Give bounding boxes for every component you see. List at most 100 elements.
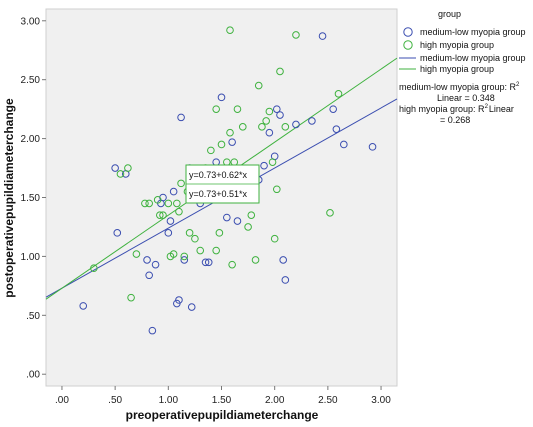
- point-high: [159, 211, 167, 219]
- point-high: [226, 128, 234, 137]
- legend-entry-high: high myopia group: [420, 40, 494, 50]
- point-high: [233, 105, 242, 113]
- point-medium-low: [175, 296, 183, 304]
- point-high: [153, 196, 162, 204]
- legend-entry-medium-low: medium-low myopia group: [420, 27, 526, 37]
- point-high: [238, 123, 247, 131]
- point-medium-low: [187, 303, 196, 311]
- legend-fit-medium-low: medium-low myopia group: [420, 53, 526, 63]
- legend: group medium-low myopia group high myopi…: [399, 9, 526, 125]
- point-high: [175, 207, 183, 216]
- y-tick-label: 1.50: [21, 193, 41, 204]
- x-tick-label: 3.00: [371, 395, 391, 406]
- point-high: [247, 211, 256, 219]
- point-high: [281, 123, 290, 131]
- x-tick-label: 2.00: [265, 395, 285, 406]
- equation-high-myopia: y=0.73+0.62*x: [189, 170, 248, 180]
- point-high: [169, 250, 178, 258]
- point-high: [217, 140, 226, 149]
- point-high: [207, 146, 215, 155]
- equation-medium-low-myopia: y=0.73+0.51*x: [189, 189, 248, 199]
- point-medium-low: [318, 32, 327, 40]
- point-medium-low: [164, 229, 173, 237]
- point-high: [90, 264, 98, 272]
- point-medium-low: [340, 140, 348, 149]
- legend-r2-medium-low: medium-low myopia group: R2: [399, 82, 520, 92]
- point-medium-low: [260, 161, 268, 170]
- point-medium-low: [180, 256, 189, 264]
- point-high: [244, 223, 252, 231]
- point-medium-low: [145, 271, 153, 280]
- point-high: [265, 107, 274, 116]
- legend-r2-high-sup: 2: [485, 104, 489, 110]
- point-high: [254, 81, 263, 90]
- legend-r2-high-linear: Linear: [489, 104, 514, 114]
- point-high: [212, 105, 220, 113]
- point-medium-low: [151, 260, 160, 269]
- point-high: [251, 256, 260, 264]
- point-medium-low: [281, 276, 290, 284]
- point-medium-low: [204, 258, 213, 267]
- legend-r2-high: high myopia group: R2Linear: [399, 104, 514, 114]
- point-high: [226, 26, 234, 35]
- legend-fit-high: high myopia group: [420, 64, 494, 74]
- point-high: [292, 31, 300, 39]
- x-tick-label: .00: [55, 395, 69, 406]
- legend-r2-medium-low-prefix: medium-low myopia group: R: [399, 82, 517, 92]
- point-high: [326, 209, 334, 217]
- x-axis-ticks: .00 .50 1.00 1.50 2.00 2.50 3.00: [55, 386, 391, 406]
- point-medium-low: [332, 125, 341, 133]
- point-high: [191, 234, 199, 243]
- point-medium-low: [265, 128, 274, 137]
- x-tick-label: .50: [108, 395, 122, 406]
- y-axis-ticks: .00 .50 1.00 1.50 2.00 2.50 3.00: [21, 16, 46, 381]
- point-high: [273, 185, 281, 194]
- point-high: [258, 123, 266, 131]
- point-medium-low: [276, 111, 284, 119]
- point-medium-low: [217, 93, 226, 102]
- point-medium-low: [143, 256, 151, 264]
- point-high: [145, 199, 153, 208]
- point-high: [270, 234, 279, 243]
- point-high: [164, 199, 173, 208]
- legend-r2-medium-low-value: Linear = 0.348: [437, 93, 495, 103]
- point-high: [262, 117, 270, 125]
- y-tick-label: .50: [26, 311, 40, 322]
- point-medium-low: [169, 187, 178, 196]
- point-medium-low: [233, 217, 242, 225]
- point-high: [215, 229, 224, 237]
- point-high: [177, 179, 185, 188]
- legend-r2-medium-low-sup: 2: [516, 82, 520, 88]
- point-high: [180, 252, 189, 261]
- point-high: [141, 199, 149, 208]
- legend-marker-high: [403, 40, 413, 50]
- legend-r2-high-value: = 0.268: [440, 115, 470, 125]
- point-medium-low: [329, 105, 337, 113]
- point-medium-low: [111, 164, 119, 172]
- point-medium-low: [228, 138, 236, 146]
- point-high: [132, 250, 141, 258]
- y-tick-label: 1.00: [21, 252, 41, 263]
- point-medium-low: [368, 143, 377, 151]
- point-medium-low: [223, 213, 231, 222]
- point-high: [268, 158, 277, 166]
- point-high: [185, 229, 194, 237]
- legend-r2-high-prefix: high myopia group: R: [399, 104, 485, 114]
- point-medium-low: [166, 217, 175, 225]
- point-high: [127, 293, 135, 302]
- y-tick-label: 2.00: [21, 134, 41, 145]
- point-high: [276, 67, 284, 76]
- legend-title: group: [438, 9, 461, 19]
- y-tick-label: 3.00: [21, 16, 41, 27]
- point-medium-low: [113, 229, 122, 237]
- legend-marker-medium-low: [403, 27, 413, 37]
- y-tick-label: 2.50: [21, 75, 41, 86]
- point-high: [124, 164, 132, 172]
- y-tick-label: .00: [26, 370, 40, 381]
- point-medium-low: [148, 326, 157, 335]
- point-medium-low: [79, 302, 88, 310]
- point-medium-low: [177, 113, 185, 122]
- data-points: [79, 26, 377, 335]
- x-tick-label: 1.50: [212, 395, 232, 406]
- point-medium-low: [273, 105, 281, 113]
